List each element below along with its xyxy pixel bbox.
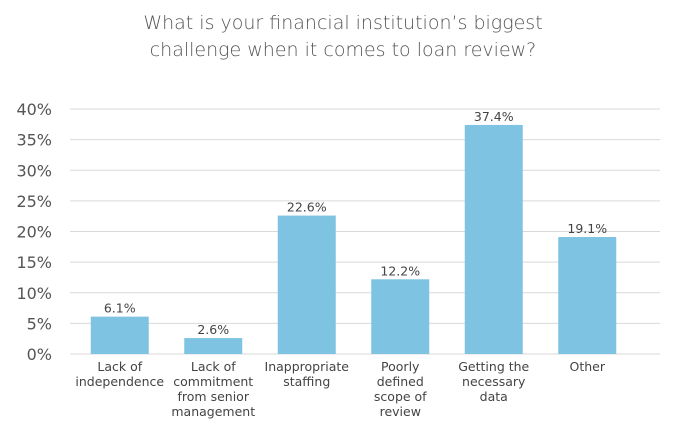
category-label-4-line-1: Poorly bbox=[381, 359, 420, 374]
category-label-5-line-3: data bbox=[480, 389, 508, 404]
category-label-6: Other bbox=[570, 359, 606, 374]
chart-title-line-1: What is your financial institution’s big… bbox=[143, 12, 543, 34]
chart-title: What is your financial institution’s big… bbox=[0, 10, 686, 64]
bar-1 bbox=[90, 316, 149, 354]
y-tick-label-15: 15% bbox=[16, 253, 52, 272]
category-label-4: Poorly defined scope of review bbox=[374, 359, 427, 419]
category-label-5-line-2: necessary bbox=[462, 374, 526, 389]
y-tick-label-0: 0% bbox=[27, 345, 52, 364]
bar-4 bbox=[371, 279, 430, 354]
category-label-3: Inappropriate staffing bbox=[265, 359, 350, 389]
y-tick-label-35: 35% bbox=[16, 131, 52, 150]
category-label-2: Lack of commitment from senior management bbox=[171, 359, 255, 419]
category-label-2-line-1: Lack of bbox=[191, 359, 236, 374]
y-tick-label-10: 10% bbox=[16, 284, 52, 303]
bar-5 bbox=[464, 124, 523, 354]
category-label-5-line-1: Getting the bbox=[458, 359, 529, 374]
category-label-4-line-3: scope of bbox=[374, 389, 427, 404]
category-label-1-line-2: independence bbox=[75, 374, 164, 389]
category-label-6-line-1: Other bbox=[570, 359, 606, 374]
bar-2 bbox=[184, 338, 243, 354]
data-label-6: 19.1% bbox=[567, 221, 607, 236]
data-label-5: 37.4% bbox=[474, 109, 514, 124]
bar-6 bbox=[558, 237, 617, 354]
category-label-2-line-3: from senior bbox=[178, 389, 250, 404]
category-label-5: Getting the necessary data bbox=[458, 359, 529, 404]
category-label-3-line-2: staffing bbox=[283, 374, 330, 389]
category-label-2-line-4: management bbox=[171, 404, 255, 419]
y-tick-label-30: 30% bbox=[16, 161, 52, 180]
y-tick-label-5: 5% bbox=[27, 314, 52, 333]
category-label-1-line-1: Lack of bbox=[97, 359, 142, 374]
category-label-1: Lack of independence bbox=[75, 359, 164, 389]
bar-3 bbox=[277, 215, 336, 354]
data-label-1: 6.1% bbox=[104, 301, 136, 316]
data-label-2: 2.6% bbox=[197, 322, 229, 337]
data-label-4: 12.2% bbox=[380, 263, 420, 278]
bars bbox=[90, 124, 617, 354]
chart-title-line-2: challenge when it comes to loan review? bbox=[149, 39, 537, 61]
y-tick-label-40: 40% bbox=[16, 100, 52, 119]
y-axis-tick-labels: 0% 5% 10% 15% 20% 25% 30% 35% 40% bbox=[16, 100, 52, 364]
category-label-3-line-1: Inappropriate bbox=[265, 359, 350, 374]
category-label-2-line-2: commitment bbox=[173, 374, 253, 389]
y-tick-label-25: 25% bbox=[16, 192, 52, 211]
data-label-3: 22.6% bbox=[287, 200, 327, 215]
data-labels: 6.1% 2.6% 22.6% 12.2% 37.4% 19.1% bbox=[104, 109, 607, 337]
y-tick-label-20: 20% bbox=[16, 223, 52, 242]
category-label-4-line-4: review bbox=[380, 404, 421, 419]
category-label-4-line-2: defined bbox=[377, 374, 424, 389]
